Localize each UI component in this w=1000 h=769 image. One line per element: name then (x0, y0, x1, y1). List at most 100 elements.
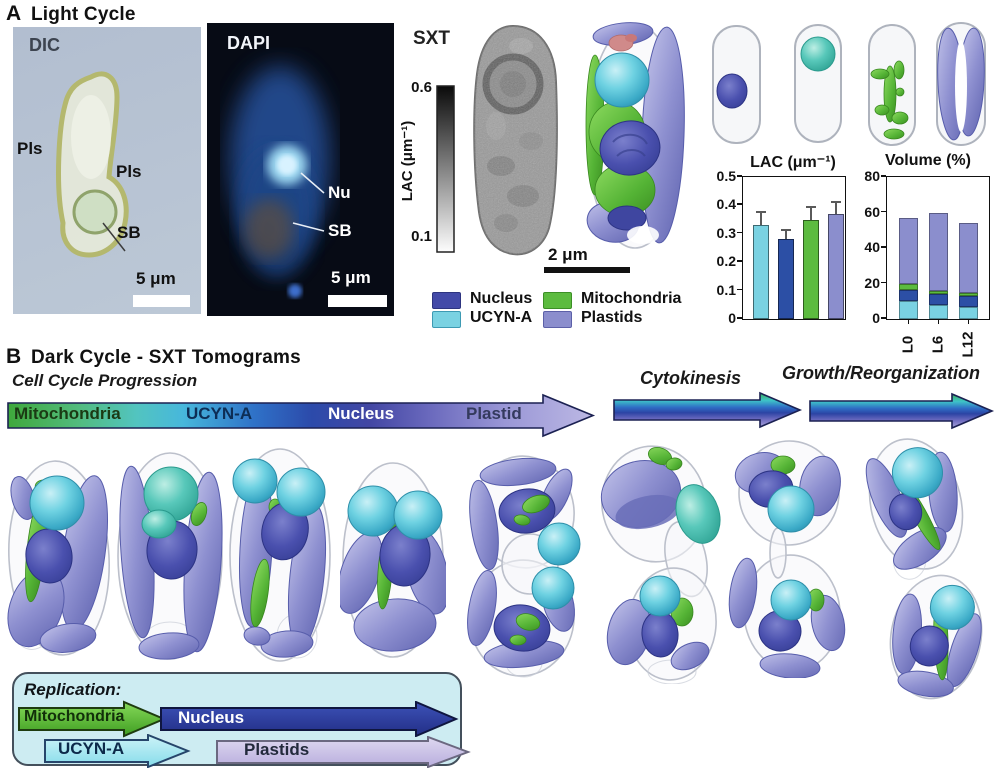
tomogram-cell-3 (229, 448, 331, 662)
tomogram-cell-6 (600, 445, 721, 684)
lac-bar-plastids (828, 213, 844, 319)
sxt-segmented-cell (585, 22, 685, 249)
dic-pls-left-annotation: Pls (17, 139, 43, 158)
colorbar-axis-label: LAC (μm⁻¹) (399, 120, 416, 202)
lac-ytick-mark (737, 260, 742, 262)
cell-cycle-progression-arrow (7, 393, 596, 438)
volume-ytick-label: 40 (864, 239, 880, 255)
dic-micrograph: DIC Pls Pls SB 5 μm (13, 27, 201, 314)
volume-chart-title: Volume (%) (885, 152, 971, 169)
replication-plastids-arrow (216, 736, 471, 768)
lac-errorbar-cap (806, 206, 816, 209)
replication-mitochondria-label: Mitochondria (24, 708, 125, 725)
capsule-nucleus-render (712, 25, 761, 144)
legend-swatch-ucyna (432, 311, 461, 328)
growth-reorganization-label: Growth/Reorganization (782, 363, 980, 383)
volume-ytick-mark (881, 210, 886, 213)
tomogram-cell-5 (467, 455, 581, 678)
legend-label-plastids: Plastids (581, 309, 643, 326)
volume-xlabel-l12: L12 (959, 331, 976, 358)
capsule-ucyna-render (794, 24, 842, 143)
volume-bar-chart: Volume (%) 0 20 40 60 80 L0 L6 L12 (856, 150, 1000, 365)
replication-plastids-label: Plastids (244, 740, 310, 759)
volume-seg-plastids-l12 (959, 223, 978, 294)
dic-scalebar-label: 5 μm (136, 269, 176, 288)
dapi-label: DAPI (227, 33, 271, 53)
lac-errorbar-cap (831, 200, 841, 203)
lac-errorbar (810, 208, 812, 220)
lac-errorbar-cap (781, 228, 791, 231)
dapi-sb-annotation: SB (328, 221, 352, 240)
replication-title: Replication: (24, 680, 122, 699)
dapi-nu-annotation: Nu (328, 183, 351, 202)
lac-errorbar (785, 230, 787, 240)
volume-seg-plastids-l0 (899, 217, 918, 285)
progression-ucyna-label: UCYN-A (186, 404, 253, 423)
lac-bar-ucyn-a (753, 225, 769, 319)
volume-xlabel-l0: L0 (899, 335, 916, 354)
lac-chart-title: LAC (μm⁻¹) (750, 154, 836, 171)
tomogram-cell-1 (7, 460, 110, 656)
volume-ytick-label: 20 (864, 274, 880, 291)
dapi-scalebar-label: 5 μm (331, 268, 371, 287)
tomogram-cell-4 (340, 462, 446, 658)
volume-seg-mitochondria-l12 (959, 293, 978, 296)
lac-errorbar-cap (756, 210, 766, 213)
dapi-cell-drawing (230, 66, 330, 298)
legend-label-nucleus: Nucleus (470, 290, 533, 307)
volume-ytick-mark (881, 246, 886, 248)
colorbar-max-label: 0.6 (411, 79, 432, 96)
sxt-label: SXT (413, 28, 450, 49)
dic-label: DIC (29, 35, 60, 55)
lac-ytick-label: 0.2 (716, 253, 736, 270)
panel-b-letter: B (6, 345, 22, 368)
lac-bar-nucleus (778, 239, 794, 319)
lac-bar-mitochondria (803, 219, 819, 319)
legend-label-ucyna: UCYN-A (470, 309, 533, 326)
volume-seg-plastids-l6 (929, 212, 948, 291)
colorbar-min-label: 0.1 (411, 228, 432, 245)
volume-ytick-mark (881, 175, 886, 177)
lac-ytick-label: 0.5 (716, 168, 736, 184)
sxt-grayscale-cell (473, 24, 558, 256)
volume-xtick-mark (937, 320, 940, 324)
lac-colorbar (436, 85, 455, 253)
lac-ytick-mark (737, 175, 742, 177)
volume-seg-ucyn-a-l6 (929, 304, 948, 319)
volume-ytick-label: 60 (864, 203, 880, 220)
progression-plastid-label: Plastid (466, 404, 522, 423)
replication-ucyna-label: UCYN-A (58, 739, 125, 758)
lac-errorbar (760, 212, 762, 226)
volume-ytick-mark (881, 317, 886, 319)
volume-seg-nucleus-l6 (929, 294, 948, 305)
lac-ytick-mark (737, 231, 742, 234)
volume-chart-plot (886, 176, 990, 320)
lac-ytick-label: 0 (728, 310, 736, 326)
volume-xtick-mark (967, 320, 970, 324)
dapi-micrograph: DAPI Nu SB 5 μm (207, 23, 394, 316)
dic-pls-right-annotation: Pls (116, 162, 142, 181)
lac-ytick-label: 0.3 (716, 224, 736, 241)
volume-seg-mitochondria-l6 (929, 290, 948, 295)
capsule-mitochondria-render (868, 24, 916, 146)
lac-ytick-mark (737, 288, 742, 291)
panel-b-title: Dark Cycle - SXT Tomograms (31, 347, 301, 368)
dapi-scalebar (328, 295, 387, 307)
replication-ucyna-arrow (44, 734, 191, 768)
tomogram-cell-8 (865, 438, 964, 580)
growth-arrow (809, 392, 995, 430)
dic-sb-annotation: SB (117, 223, 141, 242)
legend-label-mitochondria: Mitochondria (581, 290, 682, 307)
volume-seg-ucyn-a-l12 (959, 306, 978, 319)
volume-seg-nucleus-l0 (899, 289, 918, 302)
lac-ytick-label: 0.1 (716, 281, 736, 298)
tomogram-cell-2 (117, 452, 223, 660)
lac-chart-plot (742, 176, 846, 320)
replication-mitochondria-arrow (18, 700, 167, 738)
cytokinesis-label: Cytokinesis (640, 368, 742, 388)
volume-ytick-label: 80 (864, 168, 880, 184)
volume-xlabel-l6: L6 (929, 335, 946, 354)
lac-bar-chart: LAC (μm⁻¹) 0 0.1 0.2 0.3 0.4 0.5 (698, 150, 850, 350)
volume-xtick-mark (907, 320, 910, 324)
lac-ytick-mark (737, 203, 742, 205)
